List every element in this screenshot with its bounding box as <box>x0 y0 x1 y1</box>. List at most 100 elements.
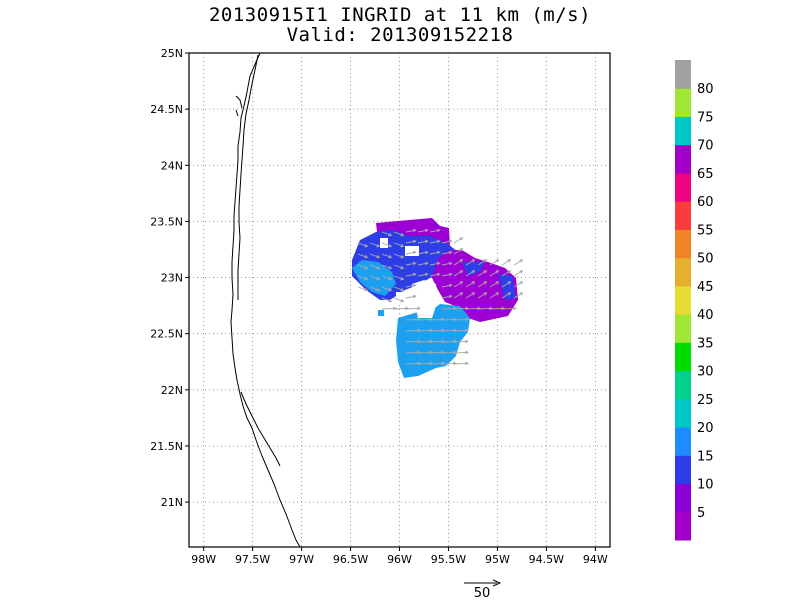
colorbar-swatch <box>675 285 691 315</box>
wind-vector <box>369 253 380 258</box>
wind-vector-head <box>376 276 381 281</box>
wind-vector <box>453 351 469 354</box>
wind-vector <box>381 297 392 302</box>
wind-vector-head <box>459 237 464 241</box>
wind-vector <box>393 231 404 236</box>
wind-vector <box>489 307 505 310</box>
wind-vector-head <box>448 272 453 277</box>
wind-vector <box>429 318 445 321</box>
colorbar-label: 40 <box>697 308 714 323</box>
wind-vector <box>489 259 499 266</box>
wind-vector <box>513 281 523 288</box>
wind-vector <box>429 229 440 233</box>
wind-vector-head <box>436 250 441 255</box>
wind-vector-head <box>448 283 453 288</box>
colorbar-label: 30 <box>697 365 714 380</box>
wind-vector <box>453 340 469 343</box>
colorbar-swatch <box>675 229 691 259</box>
lat-label: 22.5N <box>150 328 183 341</box>
wind-vector <box>465 281 475 288</box>
colorbar-label: 25 <box>697 393 714 408</box>
wind-vector <box>465 307 481 310</box>
wind-vector <box>369 286 380 291</box>
wind-vector <box>429 351 445 354</box>
colorbar-swatch <box>675 427 691 456</box>
colorbar-swatch <box>675 370 691 400</box>
lon-label: 97.5W <box>235 553 270 566</box>
wind-vector-head <box>471 292 476 296</box>
colorbar-swatch <box>675 201 691 230</box>
lat-label: 25N <box>161 47 183 60</box>
wind-vector <box>393 242 404 247</box>
wind-vector <box>441 262 452 266</box>
wind-vector <box>441 295 452 299</box>
wind-vector-head <box>388 243 393 248</box>
wind-vector-head <box>495 270 500 274</box>
wind-vector-head <box>400 265 405 270</box>
wind-vector-head <box>388 265 393 270</box>
wind-vector <box>417 229 428 233</box>
wind-vector-head <box>519 292 524 296</box>
reference-vector: 50 <box>464 579 502 600</box>
wind-vector-head <box>376 254 381 259</box>
wind-vector-head <box>519 270 524 274</box>
wind-region-lightblue-west <box>352 260 396 296</box>
colorbar-label: 75 <box>697 110 714 125</box>
wind-vector-head <box>412 272 417 277</box>
wind-vectors <box>357 228 524 366</box>
wind-vector <box>441 340 457 343</box>
wind-vector-head <box>483 259 488 263</box>
wind-vector <box>381 242 392 247</box>
lon-label: 97W <box>289 553 314 566</box>
wind-vector-head <box>483 281 488 285</box>
wind-vector-head <box>412 261 417 266</box>
colorbar-swatch <box>675 398 691 428</box>
latitude-labels: 25N 24.5N 24N 23.5N 23N 22.5N 22N 21.5N 21N <box>150 47 189 509</box>
reference-vector-label: 50 <box>474 586 491 600</box>
lon-label: 94.5W <box>529 553 564 566</box>
wind-vector <box>489 292 499 299</box>
wind-vector-head <box>364 254 369 259</box>
wind-vector <box>441 362 457 365</box>
lon-label: 94W <box>583 553 608 566</box>
wind-vector <box>417 318 433 321</box>
wind-vector-head <box>376 265 381 270</box>
wind-vector <box>417 362 433 365</box>
wind-vector <box>441 273 452 277</box>
lat-label: 21N <box>161 496 183 509</box>
wind-vector <box>405 229 416 233</box>
wind-vector <box>501 259 511 266</box>
colorbar-swatch <box>675 455 691 485</box>
wind-vector-head <box>417 306 421 311</box>
wind-vector-head <box>388 287 393 292</box>
colorbar-swatch <box>675 314 691 343</box>
wind-vector-head <box>465 361 469 366</box>
wind-vector <box>429 273 440 277</box>
wind-vector-head <box>495 281 500 285</box>
wind-vector-head <box>507 281 512 285</box>
wind-vector <box>381 307 397 310</box>
wind-vector <box>465 259 475 266</box>
wind-vector-head <box>388 232 393 237</box>
colorbar <box>675 60 691 541</box>
wind-vector <box>465 270 475 277</box>
wind-vector <box>429 262 440 266</box>
wind-vector-head <box>513 306 517 311</box>
wind-vector-head <box>388 254 393 259</box>
wind-vector <box>429 362 445 365</box>
wind-region-blue-east <box>462 262 516 300</box>
wind-vector <box>381 275 392 280</box>
wind-vector-head <box>424 272 429 277</box>
wind-vector-head <box>364 265 369 270</box>
wind-vector <box>405 273 416 277</box>
lat-label: 22N <box>161 384 183 397</box>
lat-label: 24N <box>161 159 183 172</box>
wind-region-purple-east <box>432 250 518 322</box>
data-gap <box>380 238 388 248</box>
wind-vector <box>453 307 469 310</box>
lon-label: 95.5W <box>431 553 466 566</box>
wind-vector-head <box>424 250 429 255</box>
wind-vector <box>405 340 421 343</box>
wind-vector <box>417 240 428 244</box>
wind-vector <box>357 275 368 280</box>
